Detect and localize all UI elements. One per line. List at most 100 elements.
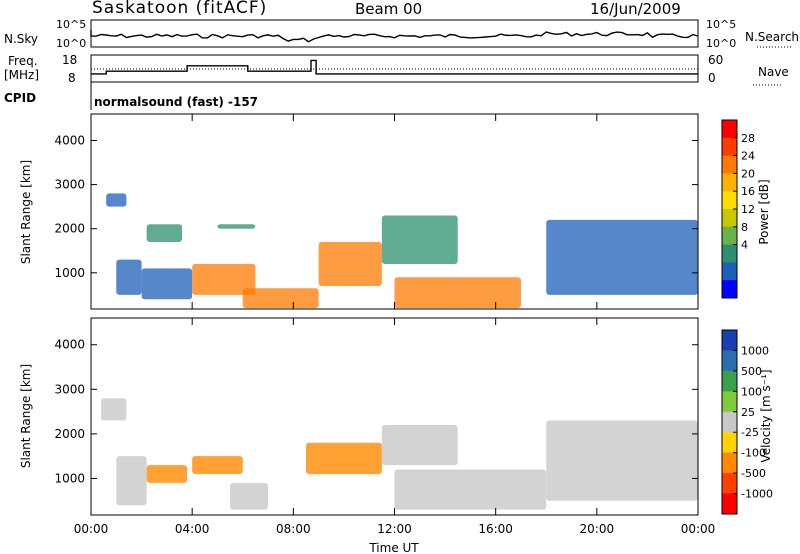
time-axis: 00:00 04:00 08:00 12:00 16:00 20:00 00:00: [74, 114, 715, 536]
colorbar-segment: [722, 391, 737, 413]
colorbar-tick-label: 500: [741, 365, 762, 378]
colorbar-segment: [722, 280, 737, 299]
noise-left-tick-top: 10^5: [56, 18, 86, 31]
power-echo-region: [546, 219, 698, 295]
x-tick-label: 00:00: [74, 522, 109, 536]
power-colorbar-label: Power [dB]: [757, 179, 771, 244]
station-title: Saskatoon (fitACF): [92, 0, 268, 18]
y-tick-label: 2000: [54, 427, 85, 441]
colorbar-segment: [722, 191, 737, 210]
x-tick-label: 16:00: [478, 522, 513, 536]
velocity-colorbar: 1000 500 100 25 -25 -100 -500 -1000: [721, 329, 773, 515]
colorbar-tick-label: 8: [741, 221, 748, 234]
power-echo-region: [116, 259, 142, 295]
nave-tick-bottom: 0: [708, 71, 716, 85]
colorbar-frame: [721, 329, 738, 515]
power-echo-layer: [106, 193, 698, 309]
power-echo-region: [381, 215, 458, 264]
x-tick-label: 08:00: [276, 522, 311, 536]
velocity-colorbar-label: Velocity [m s⁻¹]: [759, 369, 773, 462]
power-panel: 1000 2000 3000 4000 Slant Range [km] 28 24 20…: [19, 113, 771, 310]
frequency-panel: Freq. [MHz] 18 8 60 0 Nave: [4, 53, 789, 86]
noise-left-label: N.Sky: [4, 32, 38, 46]
colorbar-tick-label: 25: [741, 406, 755, 419]
y-tick-label: 4000: [54, 133, 85, 147]
colorbar-segment: [722, 493, 737, 515]
colorbar-tick-label: -25: [741, 426, 759, 439]
y-tick-label: 3000: [54, 382, 85, 396]
colorbar-segment: [722, 432, 737, 454]
colorbar-segment: [722, 330, 737, 351]
velocity-echo-region: [146, 465, 188, 483]
freq-label-2: [MHz]: [4, 68, 39, 82]
frequency-trace: [91, 59, 698, 75]
x-tick-label: 04:00: [175, 522, 210, 536]
colorbar-tick-label: 100: [741, 385, 762, 398]
velocity-echo-region: [305, 442, 382, 474]
colorbar-segment: [722, 350, 737, 372]
velocity-echo-region: [101, 398, 127, 421]
colorbar-segment: [722, 137, 737, 157]
cpid-panel: CPID normalsound (fast) -157: [4, 82, 258, 110]
colorbar-segment: [722, 226, 737, 246]
velocity-ylabel: Slant Range [km]: [19, 364, 33, 468]
beam-title: Beam 00: [355, 0, 423, 18]
colorbar-segment: [722, 209, 737, 228]
colorbar-segment: [722, 120, 737, 139]
colorbar-tick-label: 20: [741, 167, 755, 180]
freq-label-1: Freq.: [8, 54, 38, 68]
colorbar-tick-label: 16: [741, 185, 755, 198]
colorbar-tick-label: 12: [741, 203, 755, 216]
noise-left-tick-bottom: 10^0: [56, 37, 86, 50]
colorbar-tick-label: 1000: [741, 344, 769, 357]
colorbar-segment: [722, 473, 737, 495]
power-echo-region: [141, 268, 193, 300]
noise-panel: N.Sky 10^5 10^0 10^5 10^0 N.Search: [4, 18, 799, 50]
power-echo-region: [146, 224, 183, 242]
velocity-echo-region: [116, 456, 147, 506]
colorbar-segment: [722, 370, 737, 392]
colorbar-segment: [722, 244, 737, 263]
freq-tick-top: 18: [62, 53, 77, 67]
x-tick-label: 12:00: [377, 522, 412, 536]
velocity-echo-region: [394, 469, 547, 510]
y-tick-label: 1000: [54, 471, 85, 485]
noise-right-tick-top: 10^5: [706, 18, 736, 31]
cpid-label: CPID: [4, 91, 36, 105]
velocity-echo-layer: [101, 398, 698, 510]
velocity-panel: 1000 2000 3000 4000 Slant Range [km] 1000 50…: [19, 317, 773, 516]
colorbar-tick-label: 24: [741, 150, 755, 163]
y-tick-label: 1000: [54, 266, 85, 280]
power-echo-region: [192, 264, 256, 295]
power-echo-region: [394, 277, 521, 309]
colorbar-tick-label: -500: [741, 467, 766, 480]
noise-right-label: N.Search: [745, 30, 799, 44]
colorbar-segment: [722, 262, 737, 281]
noise-trace: [90, 30, 699, 43]
power-echo-region: [217, 224, 256, 229]
x-tick-label: 20:00: [580, 522, 615, 536]
velocity-echo-region: [381, 424, 458, 466]
nave-tick-top: 60: [708, 53, 723, 67]
power-echo-region: [242, 288, 319, 309]
y-tick-label: 2000: [54, 222, 85, 236]
colorbar-segment: [722, 411, 737, 433]
power-echo-region: [318, 241, 382, 287]
colorbar-tick-label: 28: [741, 132, 755, 145]
velocity-echo-region: [546, 420, 698, 501]
colorbar-tick-label: -100: [741, 447, 766, 460]
noise-right-tick-bottom: 10^0: [706, 37, 736, 50]
date-title: 16/Jun/2009: [590, 0, 681, 18]
colorbar-segment: [722, 155, 737, 174]
power-colorbar: 28 24 20 16 12 8 4: [721, 119, 755, 299]
nave-label: Nave: [758, 65, 789, 79]
time-axis-label: Time UT: [368, 541, 419, 554]
cpid-text: normalsound (fast) -157: [94, 95, 258, 109]
velocity-echo-region: [230, 482, 269, 510]
velocity-echo-region: [192, 456, 243, 474]
freq-tick-bottom: 8: [68, 71, 76, 85]
colorbar-tick-label: -1000: [741, 488, 773, 501]
power-ylabel: Slant Range [km]: [19, 160, 33, 264]
power-echo-region: [106, 193, 127, 207]
